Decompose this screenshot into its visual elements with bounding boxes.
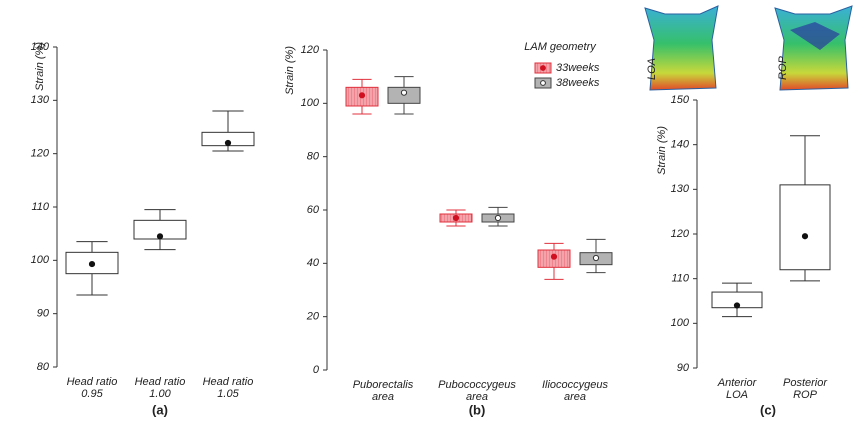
x-tick-label: ROP — [793, 389, 818, 401]
y-tick-label: 110 — [671, 273, 689, 285]
legend-mean — [541, 81, 546, 86]
x-tick-label: LOA — [726, 389, 748, 401]
y-tick-label: 40 — [307, 257, 320, 269]
figure: 8090100110120130140Strain (%)(a)Head rat… — [0, 0, 864, 428]
x-tick-label: area — [372, 391, 394, 403]
box — [780, 185, 830, 270]
y-tick-label: 60 — [307, 204, 320, 216]
mean-marker — [802, 234, 807, 239]
legend-title: LAM geometry — [524, 41, 597, 53]
x-tick-label: 1.05 — [217, 388, 239, 400]
y-tick-label: 90 — [37, 308, 50, 320]
x-tick-label: Pubococcygeus — [438, 379, 516, 391]
image-label: LOA — [646, 58, 658, 80]
y-tick-label: 100 — [301, 97, 320, 109]
x-tick-label: Anterior — [717, 377, 758, 389]
x-tick-label: area — [466, 391, 488, 403]
x-tick-label: Puborectalis — [353, 379, 414, 391]
y-tick-label: 120 — [671, 228, 690, 240]
y-tick-label: 120 — [31, 148, 50, 160]
y-tick-label: 150 — [671, 94, 690, 106]
mean-marker — [89, 261, 94, 266]
x-tick-label: area — [564, 391, 586, 403]
model-images — [645, 6, 852, 90]
y-tick-label: 130 — [31, 94, 50, 106]
x-tick-label: Head ratio — [67, 376, 118, 388]
panel-label: (b) — [469, 402, 486, 417]
mean-marker — [551, 254, 556, 259]
y-tick-label: 80 — [307, 151, 320, 163]
mean-marker — [734, 303, 739, 308]
y-tick-label: 90 — [677, 362, 690, 374]
y-tick-label: 20 — [306, 311, 320, 323]
y-tick-label: 80 — [37, 361, 50, 373]
mean-marker — [401, 90, 406, 95]
x-tick-label: Posterior — [783, 377, 828, 389]
x-tick-label: Iliococcygeus — [542, 379, 609, 391]
y-axis-label: Strain (%) — [34, 42, 46, 91]
y-tick-label: 110 — [31, 201, 49, 213]
mean-marker — [359, 93, 364, 98]
mean-marker — [225, 140, 230, 145]
y-tick-label: 100 — [671, 317, 690, 329]
x-tick-label: Head ratio — [135, 376, 186, 388]
mean-marker — [453, 215, 458, 220]
legend-mean — [541, 66, 546, 71]
y-tick-label: 140 — [671, 139, 690, 151]
mean-marker — [157, 234, 162, 239]
y-tick-label: 130 — [671, 183, 690, 195]
y-tick-label: 100 — [31, 254, 50, 266]
y-axis-label: Strain (%) — [284, 46, 296, 95]
mean-marker — [593, 255, 598, 260]
panel-label: (a) — [152, 402, 168, 417]
panel-label: (c) — [760, 402, 776, 417]
image-label: ROP — [777, 56, 789, 81]
x-tick-label: 1.00 — [149, 388, 171, 400]
mean-marker — [495, 215, 500, 220]
x-tick-label: 0.95 — [81, 388, 103, 400]
y-axis-label: Strain (%) — [656, 126, 668, 175]
x-tick-label: Head ratio — [203, 376, 254, 388]
legend-label: 38weeks — [556, 77, 600, 89]
y-tick-label: 120 — [301, 44, 320, 56]
legend-label: 33weeks — [556, 62, 600, 74]
y-tick-label: 0 — [313, 364, 320, 376]
